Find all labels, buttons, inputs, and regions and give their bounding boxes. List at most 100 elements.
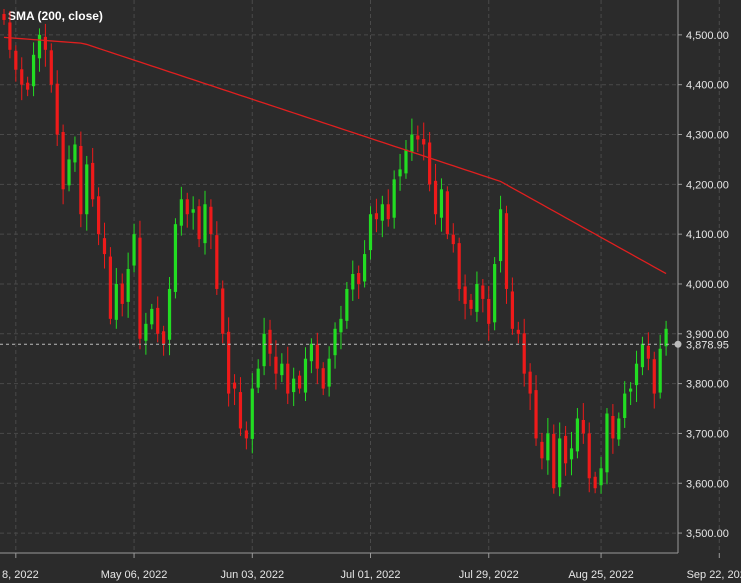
candle-up [605, 413, 609, 473]
x-tick-label: May 06, 2022 [101, 569, 168, 581]
candle-down [463, 286, 467, 304]
candle-down [522, 333, 526, 374]
x-tick-label: Jul 29, 2022 [459, 569, 519, 581]
candle-up [439, 189, 444, 218]
candle-down [487, 298, 491, 324]
study-label: SMA (200, close) [8, 9, 103, 23]
candle-up [179, 199, 183, 226]
candle-up [629, 388, 633, 392]
candle-down [221, 288, 225, 334]
candle-down [120, 283, 124, 304]
candle-down [321, 368, 325, 389]
candle-down [91, 162, 95, 200]
candle-down [374, 213, 379, 220]
candle-down [587, 433, 591, 479]
candle-down [416, 135, 420, 140]
candle-up [144, 323, 148, 341]
candle-down [552, 433, 556, 489]
candle-down [652, 359, 656, 394]
candle-down [428, 142, 432, 185]
candle-down [49, 50, 53, 85]
candle-up [640, 343, 645, 368]
candle-up [280, 363, 284, 376]
candle-up [203, 204, 207, 244]
y-tick-label: 4,000.00 [686, 279, 729, 291]
candle-down [481, 285, 485, 299]
candle-down [238, 392, 243, 429]
candle-up [664, 328, 668, 347]
candle-down [244, 430, 248, 439]
candle-down [197, 206, 201, 240]
candle-up [404, 149, 408, 174]
candle-down [528, 371, 532, 394]
candle-down [422, 138, 426, 145]
candle-down [457, 243, 461, 289]
y-tick-label: 3,500.00 [686, 528, 729, 540]
candle-down [227, 331, 231, 394]
x-tick-label: Sep 22, 2022 [687, 569, 741, 581]
candle-up [558, 438, 562, 488]
candle-down [162, 331, 166, 344]
candle-up [114, 283, 118, 320]
candle-down [451, 234, 455, 245]
candle-down [61, 132, 65, 190]
candle-up [126, 269, 130, 302]
candle-down [593, 476, 597, 489]
candle-up [623, 393, 627, 418]
candle-down [386, 204, 390, 220]
candle-up [67, 159, 71, 186]
candle-down [2, 13, 6, 20]
candles [2, 8, 668, 497]
candle-down [8, 22, 12, 50]
y-axis-ticks: 3,500.00 3,600.00 3,700.00 3,800.00 3,900.00… [678, 30, 729, 540]
candle-down [504, 213, 509, 289]
candle-down [581, 419, 585, 434]
candle-down [96, 196, 101, 235]
candle-up [303, 358, 308, 393]
candle-up [173, 224, 178, 292]
candle-up [345, 288, 349, 321]
candle-up [569, 448, 574, 460]
candle-down [79, 145, 83, 215]
candle-down [286, 363, 290, 394]
candle-down [215, 235, 219, 289]
candle-down [433, 180, 438, 215]
candle-up [339, 318, 343, 333]
x-tick-label: Jun 03, 2022 [220, 569, 284, 581]
y-tick-label: 4,100.00 [686, 229, 729, 241]
candle-down [297, 375, 302, 389]
candle-up [150, 308, 154, 325]
candle-up [368, 214, 373, 251]
candle-up [380, 204, 384, 221]
candle-down [209, 206, 213, 235]
candle-up [85, 164, 89, 215]
candle-up [410, 134, 414, 152]
x-axis-ticks: 8, 2022 May 06, 2022 Jun 03, 2022 Jul 01, 2… [2, 553, 741, 581]
candle-up [167, 288, 172, 340]
candle-down [55, 83, 59, 135]
candle-up [617, 418, 621, 440]
candle-down [14, 50, 18, 70]
candle-up [475, 283, 479, 312]
y-tick-label: 4,500.00 [686, 30, 729, 42]
y-tick-label: 4,200.00 [686, 179, 729, 191]
current-price-label: 3,878.95 [686, 339, 729, 351]
candle-up [498, 209, 503, 262]
candle-up [73, 144, 77, 163]
candle-down [26, 82, 30, 90]
candle-up [575, 418, 580, 452]
candle-down [268, 329, 272, 354]
candle-down [563, 435, 568, 464]
candle-up [599, 468, 603, 486]
candle-down [232, 382, 237, 389]
candle-up [546, 433, 550, 461]
grid-lines [0, 0, 720, 553]
candle-down [274, 356, 278, 374]
x-tick-label: 8, 2022 [2, 569, 39, 581]
candle-down [108, 256, 113, 319]
candle-up [292, 378, 296, 393]
candle-up [634, 363, 639, 386]
y-tick-label: 3,600.00 [686, 478, 729, 490]
x-tick-label: Aug 25, 2022 [568, 569, 633, 581]
